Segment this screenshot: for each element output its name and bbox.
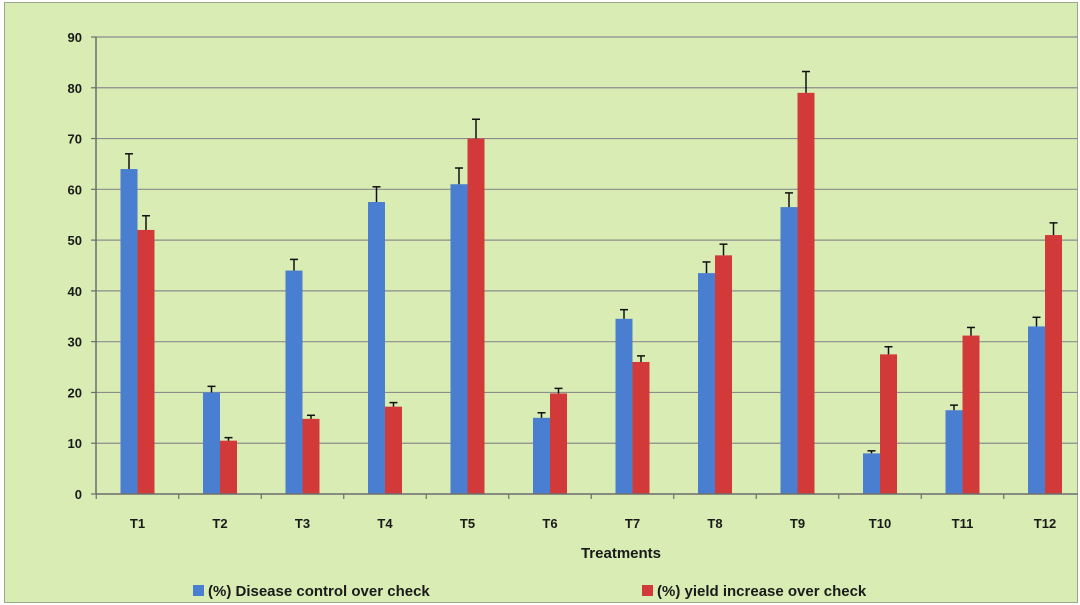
bar-disease-control-t6 [533,417,550,494]
chart-area [4,2,1078,603]
x-tick-label: T9 [790,516,805,531]
bar-disease-control-t9 [780,207,798,494]
x-tick-label: T2 [212,516,227,531]
y-tick-label: 90 [68,30,82,45]
bar-disease-control-t10 [863,453,880,494]
bar-yield-increase-t8 [715,255,732,494]
bar-yield-increase-t2 [220,440,237,494]
y-tick-label: 50 [68,233,82,248]
bar-yield-increase-t12 [1045,235,1062,495]
bar-disease-control-t3 [285,270,303,494]
legend-label-yield-increase: (%) yield increase over check [657,583,867,600]
y-tick-label: 10 [68,436,82,451]
bar-disease-control-t11 [945,410,963,494]
y-tick-label: 20 [68,385,82,400]
legend-label-disease-control: (%) Disease control over check [208,583,430,600]
x-tick-label: T8 [707,516,722,531]
bar-yield-increase-t1 [137,229,155,494]
bar-disease-control-t12 [1028,326,1045,494]
bar-disease-control-t8 [698,273,715,494]
bar-yield-increase-t11 [962,335,980,494]
bar-group [120,70,1062,495]
legend-swatch-disease-control [193,585,204,596]
x-tick-label: T3 [295,516,310,531]
y-tick-label: 70 [68,132,82,147]
bar-yield-increase-t6 [550,393,567,494]
x-tick-label: T10 [869,516,891,531]
bar-disease-control-t5 [450,184,468,494]
bar-yield-increase-t3 [302,418,320,494]
bar-yield-increase-t10 [880,354,897,494]
x-tick-label: T11 [952,516,974,531]
bar-yield-increase-t5 [467,138,485,495]
bar-disease-control-t2 [203,392,220,494]
y-tick-label: 30 [68,335,82,350]
legend-swatch-yield-increase [642,585,653,596]
y-tick-label: 80 [68,81,82,96]
x-axis-title: Treatments [581,545,661,562]
x-tick-label: T6 [542,516,557,531]
y-tick-label: 0 [75,487,82,502]
bar-disease-control-t4 [368,202,385,494]
bar-disease-control-t7 [615,318,633,494]
x-tick-label: T5 [460,516,475,531]
x-tick-label: T7 [625,516,640,531]
x-tick-label: T1 [130,516,145,531]
y-tick-label: 40 [68,284,82,299]
bar-disease-control-t1 [120,169,138,494]
bar-yield-increase-t4 [385,406,402,494]
x-tick-label: T12 [1034,516,1056,531]
gridlines [96,36,1078,444]
x-tick-label: T4 [377,516,393,531]
y-tick-label: 60 [68,182,82,197]
bar-yield-increase-t7 [632,361,650,494]
axes: 0 10 20 30 40 50 60 70 80 90 T1 T2 T3 T4 T5 T6 T7 T8 T9 T10… [68,30,1078,531]
bar-yield-increase-t9 [797,92,815,494]
legend: (%) Disease control over check (%) yield … [193,583,867,600]
